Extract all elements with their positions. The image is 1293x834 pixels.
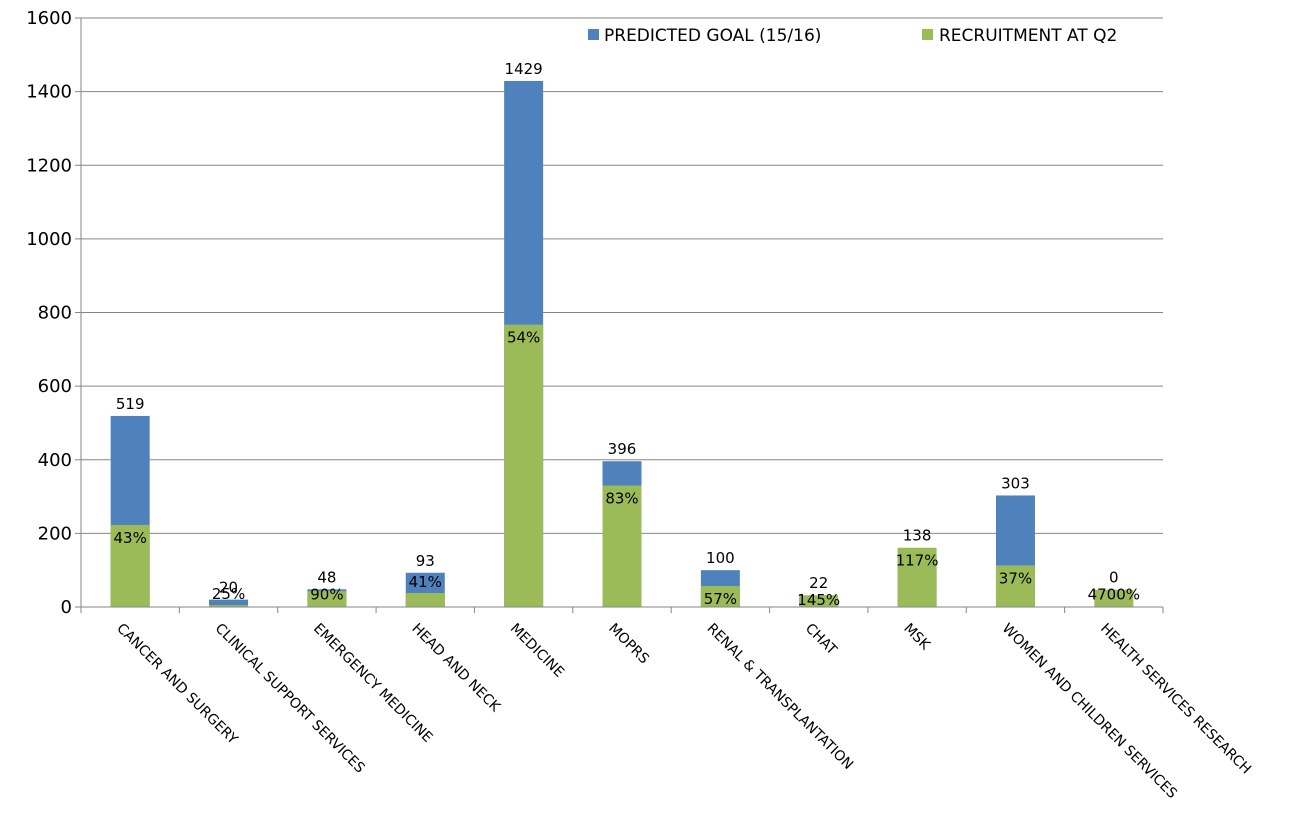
bar-recruitment	[307, 591, 347, 607]
legend-label-predicted-goal: PREDICTED GOAL (15/16)	[604, 26, 821, 46]
data-label-predicted-goal: 1429	[505, 60, 543, 78]
data-label-recruitment: 54%	[507, 329, 540, 347]
data-label-recruitment: 4700%	[1088, 586, 1140, 604]
y-tick-label: 1400	[26, 82, 72, 103]
data-label-predicted-goal: 20	[219, 579, 238, 597]
bar-recruitment	[209, 605, 249, 607]
x-category-label: CHAT	[802, 621, 840, 659]
recruitment-value-labels: 43% 25% 90% 41% 54% 83% 57% 145% 117% 37% 4700%	[114, 329, 1141, 610]
bar-recruitment	[504, 324, 544, 607]
data-label-recruitment: 41%	[409, 573, 442, 591]
y-tick-labels: 0 200 400 600 800 1000 1200 1400 1600	[26, 8, 72, 618]
x-category-label: MSK	[900, 621, 933, 654]
data-label-recruitment: 43%	[114, 529, 147, 547]
data-label-recruitment: 90%	[310, 585, 343, 603]
data-label-predicted-goal: 0	[1109, 569, 1119, 587]
data-label-predicted-goal: 303	[1001, 474, 1030, 492]
data-label-recruitment: 83%	[605, 490, 638, 508]
bar-recruitment	[602, 485, 642, 607]
x-category-label: MOPRS	[605, 621, 652, 668]
data-label-recruitment: 117%	[896, 552, 939, 570]
gridlines	[75, 17, 1163, 608]
x-category-label: WOMEN AND CHILDREN SERVICES	[999, 621, 1180, 802]
y-tick-label: 1000	[26, 229, 72, 250]
y-tick-label: 800	[38, 303, 72, 324]
bar-recruitment	[700, 586, 740, 607]
y-tick-label: 200	[38, 523, 72, 544]
data-label-recruitment: 25%	[212, 585, 245, 603]
y-tick-label: 1200	[26, 155, 72, 176]
data-label-predicted-goal: 396	[608, 440, 637, 458]
y-tick-label: 0	[61, 597, 72, 618]
predicted-goal-bars	[110, 80, 1035, 608]
bar-recruitment	[897, 547, 937, 607]
legend-swatch-predicted-goal	[588, 29, 599, 40]
data-label-recruitment: 57%	[704, 590, 737, 608]
data-label-recruitment: 37%	[999, 569, 1032, 587]
data-label-recruitment: 145%	[797, 591, 840, 609]
y-tick-label: 1600	[26, 8, 72, 29]
bar-recruitment	[799, 595, 839, 607]
data-label-predicted-goal: 100	[706, 549, 735, 567]
y-tick-label: 600	[38, 376, 72, 397]
data-label-predicted-goal: 93	[416, 552, 435, 570]
x-category-label: HEAD AND NECK	[408, 621, 503, 716]
legend-swatch-recruitment	[922, 29, 933, 40]
axes	[80, 18, 1164, 613]
y-tick-label: 400	[38, 450, 72, 471]
x-category-label: HEALTH SERVICES RESEARCH	[1097, 621, 1254, 778]
x-category-label: MEDICINE	[507, 621, 567, 681]
bar-recruitment	[1094, 589, 1134, 607]
data-label-predicted-goal: 48	[317, 568, 336, 586]
legend-label-recruitment: RECRUITMENT AT Q2	[939, 26, 1117, 46]
bar-predicted-goal	[209, 599, 249, 607]
recruitment-bars	[110, 324, 1134, 607]
legend: PREDICTED GOAL (15/16) RECRUITMENT AT Q2	[588, 26, 1117, 46]
data-label-predicted-goal: 22	[809, 574, 828, 592]
predicted-goal-value-labels: 519 20 48 93 1429 396 100 22 138 303 0	[116, 60, 1119, 597]
data-label-predicted-goal: 519	[116, 395, 145, 413]
bar-recruitment	[110, 524, 150, 607]
bar-recruitment	[995, 565, 1035, 607]
data-label-predicted-goal: 138	[903, 527, 932, 545]
bar-recruitment	[405, 593, 445, 607]
